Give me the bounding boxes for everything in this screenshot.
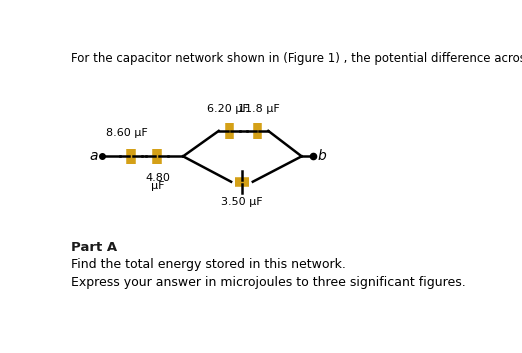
Text: Find the total energy stored in this network.: Find the total energy stored in this net… [72,258,346,271]
Text: Part A: Part A [72,241,117,254]
Text: Express your answer in microjoules to three significant figures.: Express your answer in microjoules to th… [72,276,466,289]
Text: For the capacitor network shown in (Figure 1) , the potential difference across: For the capacitor network shown in (Figu… [72,52,522,65]
Text: 4.80: 4.80 [146,173,171,183]
Text: a: a [89,149,98,163]
Text: μF: μF [151,181,165,191]
Text: b: b [317,149,326,163]
Text: 11.8 μF: 11.8 μF [238,104,280,114]
Text: 6.20 μF: 6.20 μF [207,104,249,114]
Text: 8.60 μF: 8.60 μF [106,128,148,138]
Text: 3.50 μF: 3.50 μF [221,197,263,207]
